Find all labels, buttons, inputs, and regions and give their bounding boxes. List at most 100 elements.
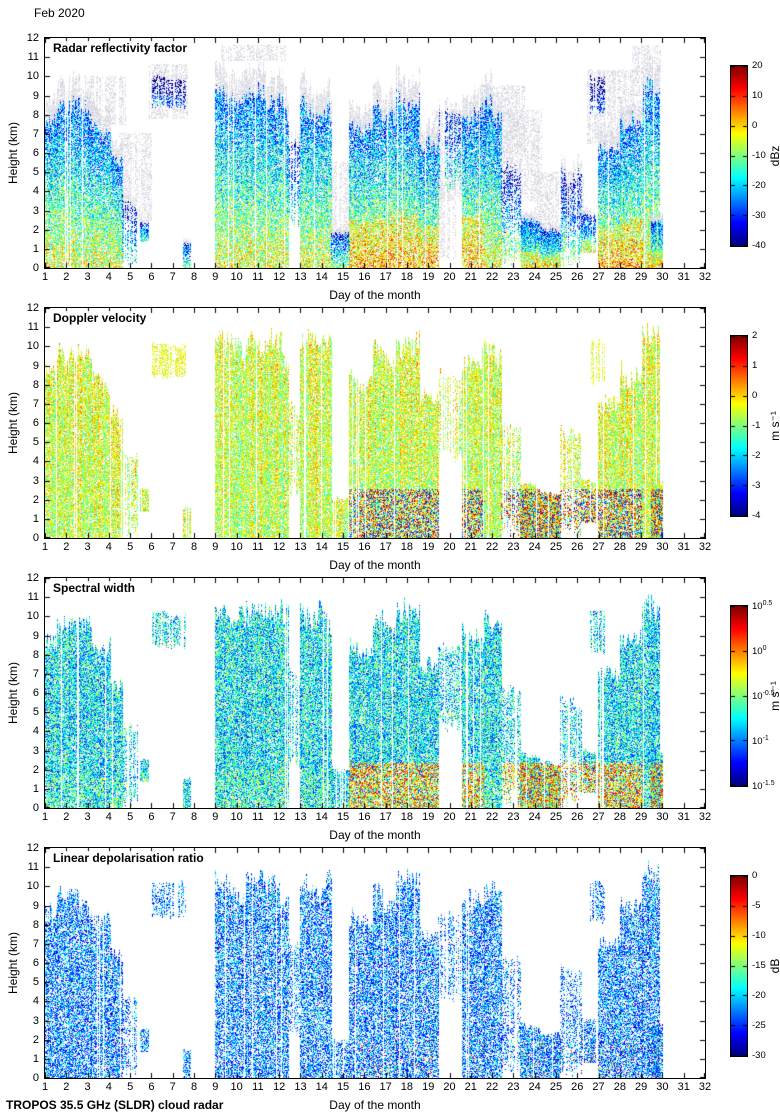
y-tick-label: 11 <box>27 321 39 334</box>
colorbar-tick-label: 2 <box>752 330 758 341</box>
x-tick-label: 2 <box>63 541 70 553</box>
y-tick-label: 10 <box>26 340 39 353</box>
x-tick-label: 21 <box>464 811 477 823</box>
x-tick-label: 13 <box>294 271 307 283</box>
colorbar-tick-label: -5 <box>752 900 761 911</box>
y-tick-label: 12 <box>26 32 39 44</box>
panel-title: Doppler velocity <box>50 311 150 325</box>
colorbar-tick-labels: 100.5 100 10-0.5 10-1 10-1.5 <box>752 600 780 792</box>
x-tick-label: 10 <box>230 811 243 823</box>
y-tick-label: 4 <box>32 995 39 1008</box>
x-tick-label: 11 <box>252 541 264 553</box>
x-axis-label: Day of the month <box>329 1098 421 1112</box>
x-tick-label: 5 <box>127 271 134 283</box>
x-tick-label: 21 <box>464 271 477 283</box>
x-tick-label: 23 <box>507 541 520 553</box>
x-tick-label: 27 <box>592 811 605 823</box>
x-tick-label: 1 <box>41 271 49 283</box>
x-tick-label: 24 <box>528 541 541 553</box>
x-tick-label: 27 <box>592 541 605 553</box>
colorbar-tick-label: -30 <box>752 210 766 221</box>
x-tick-label: 26 <box>571 271 584 283</box>
x-tick-label: 15 <box>336 811 350 823</box>
x-tick-label: 11 <box>252 1081 264 1093</box>
x-tick-label: 4 <box>105 811 112 823</box>
y-tick-label: 8 <box>32 108 39 121</box>
x-tick-label: 5 <box>127 541 134 553</box>
x-tick-label: 26 <box>571 811 584 823</box>
y-tick-label: 5 <box>32 706 39 719</box>
x-tick-label: 29 <box>635 1081 648 1093</box>
x-tick-label: 3 <box>84 541 91 553</box>
x-tick-label: 18 <box>400 811 414 823</box>
colorbar-tick-labels: 2 1 0 -1 -2 -3 -4 <box>752 330 780 521</box>
x-tick-label: 3 <box>84 1081 91 1093</box>
x-tick-label: 17 <box>379 541 392 553</box>
y-tick-label: 4 <box>32 455 39 468</box>
x-tick-label: 31 <box>677 811 690 823</box>
y-tick-label: 9 <box>32 899 39 912</box>
colorbar-reflectivity: 20 10 0 -10 -20 -30 -40 dBz <box>730 60 780 251</box>
y-tick-label: 12 <box>26 842 39 854</box>
x-tick-label: 2 <box>63 811 70 823</box>
x-tick-label: 18 <box>400 271 414 283</box>
x-tick-label: 17 <box>379 271 392 283</box>
x-tick-label: 31 <box>677 541 690 553</box>
panel-title: Linear depolarisation ratio <box>50 851 207 865</box>
x-tick-label: 16 <box>358 811 371 823</box>
colorbar-gradient <box>730 605 748 787</box>
y-tick-label: 2 <box>32 763 39 776</box>
y-tick-label: 2 <box>32 223 39 236</box>
colorbar-tick-label: -20 <box>752 180 766 191</box>
x-tick-label: 3 <box>84 271 91 283</box>
x-tick-label: 17 <box>379 1081 392 1093</box>
y-tick-label: 11 <box>27 591 39 604</box>
x-axis-label: Day of the month <box>329 828 421 842</box>
colorbar-tick-label: 0 <box>752 390 758 401</box>
x-tick-label: 30 <box>656 271 669 283</box>
x-tick-label: 9 <box>212 271 219 283</box>
y-tick-label: 0 <box>32 1072 39 1084</box>
x-tick-label: 20 <box>443 1081 456 1093</box>
x-tick-label: 11 <box>252 811 264 823</box>
y-tick-label: 9 <box>32 89 39 102</box>
x-tick-label: 12 <box>273 1081 286 1093</box>
x-tick-label: 13 <box>294 541 307 553</box>
y-tick-label: 6 <box>32 957 39 969</box>
y-tick-label: 4 <box>32 185 39 198</box>
y-tick-labels: 0 1 2 3 4 5 6 7 8 9 10 11 12 <box>13 302 41 544</box>
y-tick-label: 2 <box>32 1033 39 1046</box>
y-tick-label: 5 <box>32 976 39 989</box>
y-tick-label: 7 <box>32 667 39 680</box>
x-tick-label: 3 <box>84 811 91 823</box>
y-tick-label: 5 <box>32 166 39 179</box>
x-tick-label: 28 <box>613 1081 626 1093</box>
x-tick-label: 24 <box>528 271 541 283</box>
colorbar-tick-label: 0 <box>752 870 758 881</box>
x-tick-label: 1 <box>41 811 49 823</box>
x-tick-label: 8 <box>190 811 198 823</box>
x-tick-label: 28 <box>613 541 626 553</box>
y-tick-label: 7 <box>32 397 39 410</box>
colorbar-unit-label: dB <box>768 958 780 974</box>
x-tick-label: 6 <box>148 271 155 283</box>
y-tick-label: 5 <box>32 436 39 449</box>
colorbar-tick-label: 100 <box>752 645 767 658</box>
x-tick-label: 1 <box>41 1081 49 1093</box>
panel-ldr: Height (km) Linear depolarisation ratio … <box>0 842 780 1118</box>
colorbar-tick-label: -25 <box>752 1020 766 1031</box>
x-tick-label: 19 <box>422 271 435 283</box>
x-tick-label: 2 <box>63 1081 70 1093</box>
x-tick-label: 32 <box>698 271 712 283</box>
x-tick-label: 16 <box>358 541 371 553</box>
x-tick-label: 15 <box>336 1081 350 1093</box>
x-tick-label: 13 <box>294 1081 307 1093</box>
x-tick-label: 19 <box>422 1081 435 1093</box>
colorbar-tick-label: -2 <box>752 450 761 461</box>
x-tick-label: 12 <box>273 811 286 823</box>
colorbar-tick-label: -15 <box>752 960 766 971</box>
heatmap-canvas-ldr <box>44 847 706 1079</box>
y-tick-label: 10 <box>26 70 39 83</box>
x-tick-label: 20 <box>443 271 456 283</box>
panel-doppler-velocity: Height (km) Doppler velocity 1 2 3 4 5 6 7 8 9 10… <box>0 302 780 578</box>
